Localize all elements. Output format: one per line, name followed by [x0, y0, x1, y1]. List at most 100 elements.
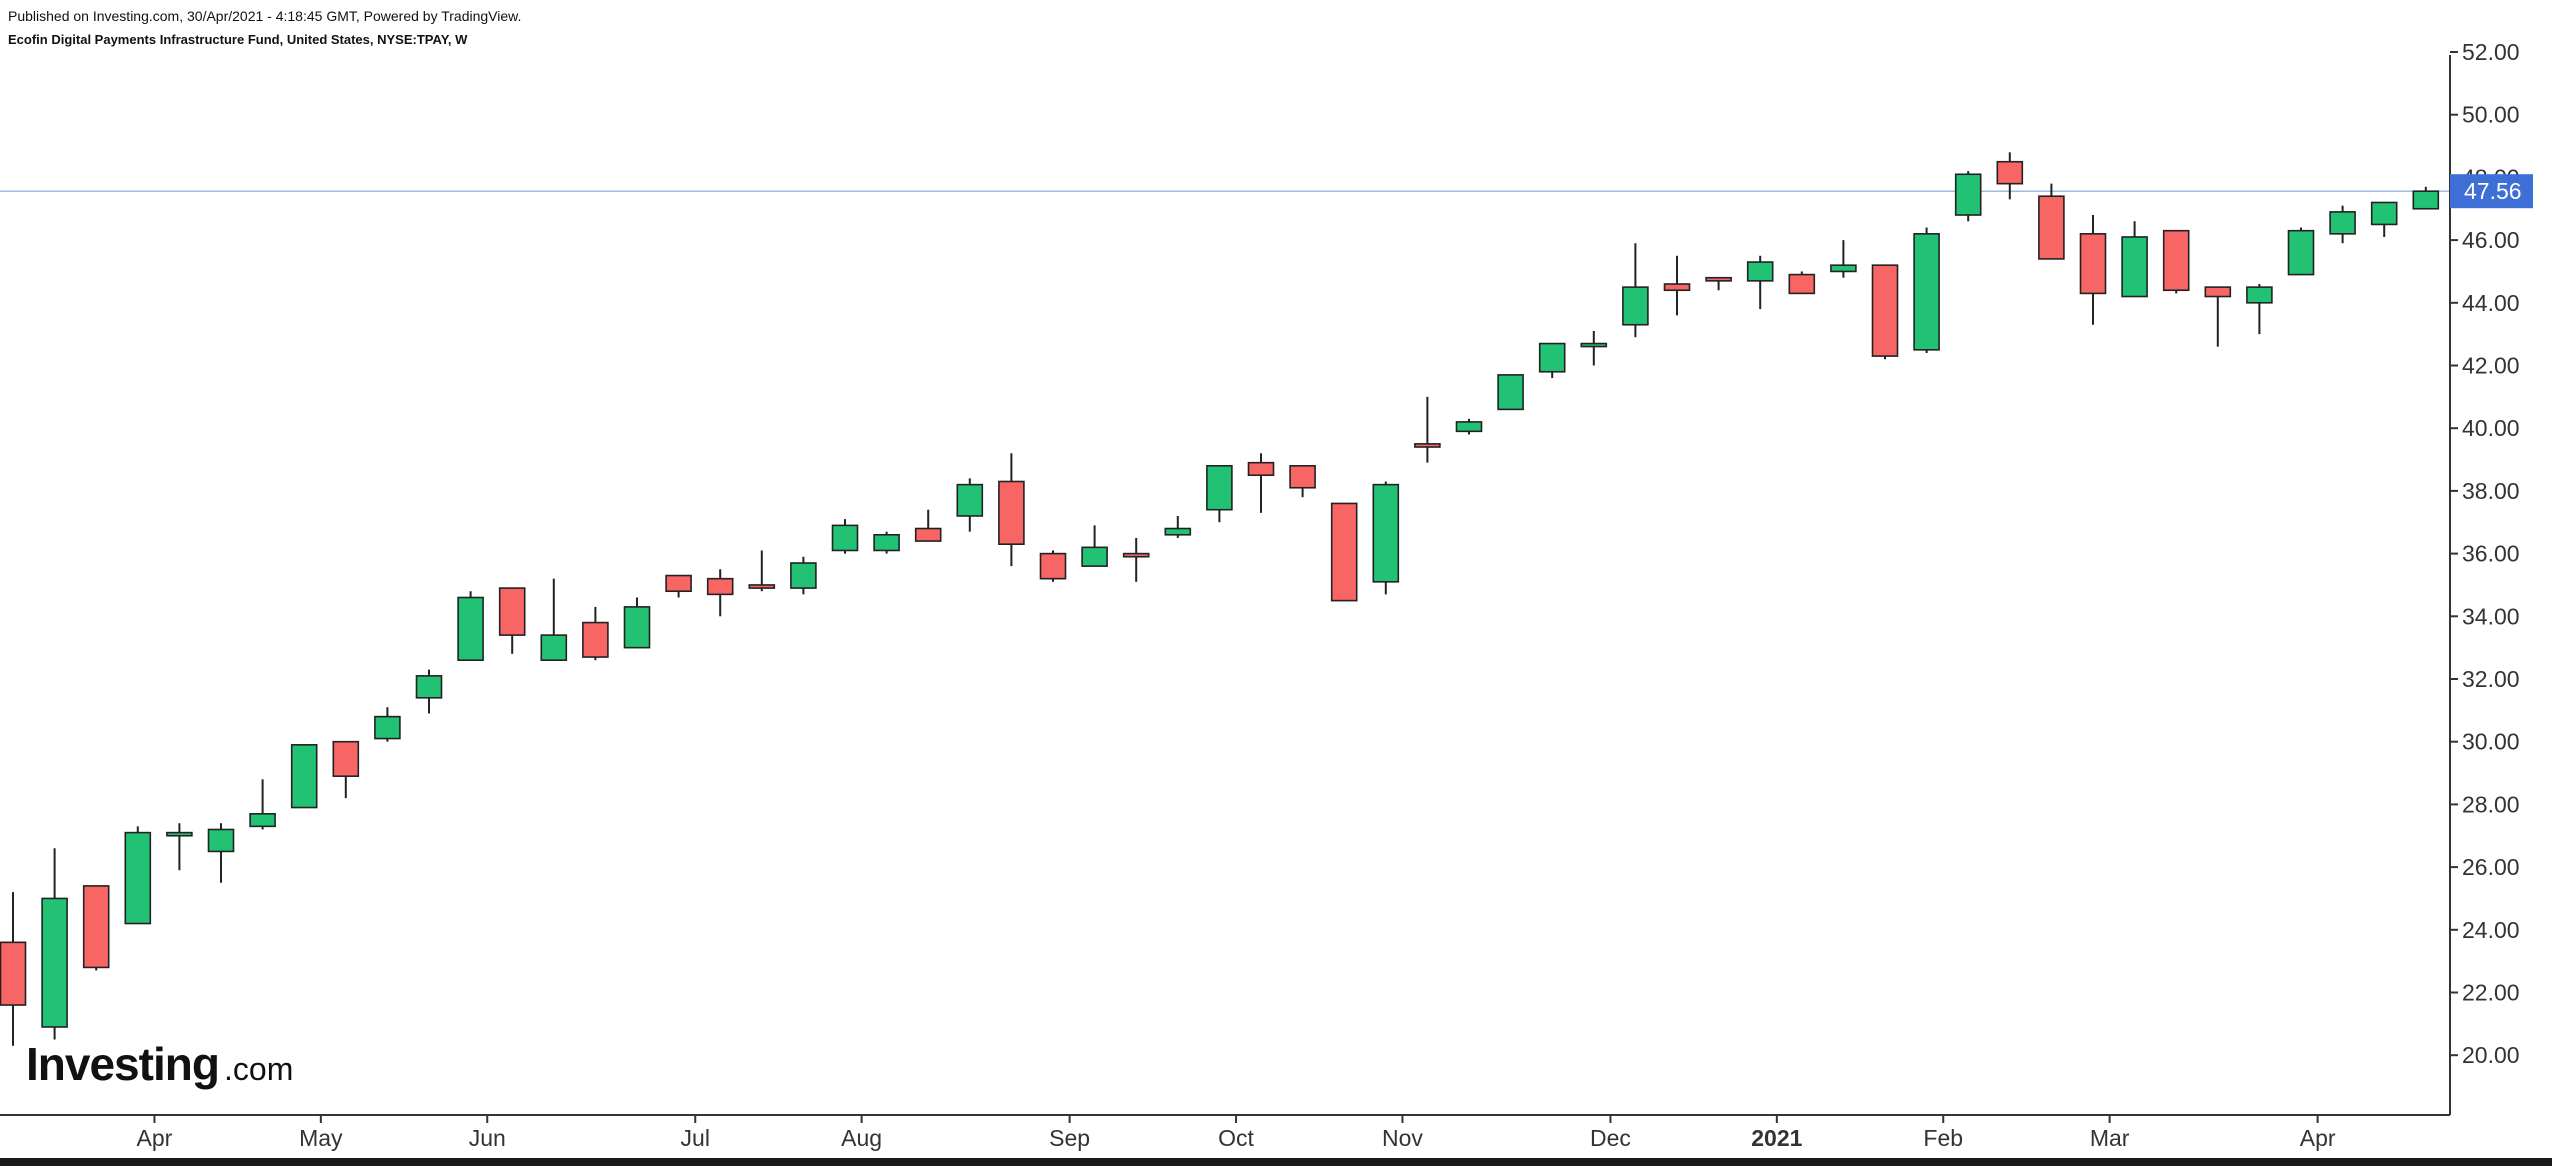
candle-body: [249, 813, 276, 828]
x-tick-label: Oct: [1218, 1125, 1254, 1151]
x-tick-label: Sep: [1049, 1125, 1090, 1151]
candle: [498, 587, 526, 654]
candle-body: [1871, 264, 1899, 357]
candle-body: [374, 715, 401, 740]
candle: [1164, 515, 1192, 538]
bottom-bar: [0, 1158, 2552, 1166]
candle: [2412, 186, 2440, 210]
candle: [2121, 221, 2148, 298]
candle: [1996, 152, 2024, 200]
candle: [1372, 481, 1400, 595]
y-tick-label: 44.00: [2462, 290, 2520, 316]
candle: [1455, 418, 1483, 435]
candle: [166, 823, 193, 871]
candle-body: [457, 596, 484, 661]
candle: [1538, 342, 1566, 379]
x-tick-label: 2021: [1751, 1125, 1802, 1151]
candle: [998, 453, 1025, 567]
x-tick-label: Aug: [841, 1125, 882, 1151]
x-tick-label: Nov: [1382, 1125, 1423, 1151]
candle-body: [1705, 276, 1732, 282]
candle-body: [1663, 283, 1691, 292]
candle: [2287, 227, 2315, 276]
candle-body: [1746, 261, 1774, 282]
candle: [1081, 525, 1108, 567]
candle-body: [1122, 552, 1150, 558]
y-tick-label: 36.00: [2462, 541, 2520, 567]
y-tick-label: 22.00: [2462, 980, 2520, 1006]
candle-body: [998, 480, 1025, 545]
candle: [956, 478, 984, 532]
candle-body: [2121, 236, 2148, 298]
candle-body: [1580, 342, 1608, 348]
candle-body: [166, 831, 193, 837]
candle-body: [956, 483, 984, 517]
x-tick-label: May: [299, 1125, 343, 1151]
candle-body: [623, 606, 651, 649]
candle-body: [1247, 461, 1275, 477]
candle: [665, 574, 692, 598]
candle: [1247, 453, 1275, 513]
candle: [1954, 171, 1982, 222]
candle-body: [2162, 229, 2190, 292]
logo-dotcom: .com: [224, 1051, 293, 1087]
candle-body: [1039, 552, 1067, 580]
y-tick-label: 50.00: [2462, 102, 2520, 128]
candle-body: [207, 828, 235, 853]
candle-body: [1289, 465, 1316, 489]
candle: [2329, 205, 2356, 244]
y-tick-label: 40.00: [2462, 415, 2520, 441]
candle-body: [1164, 527, 1192, 536]
candle-body: [748, 584, 776, 589]
candle: [2370, 201, 2398, 237]
candle: [1497, 374, 1524, 411]
candle: [374, 707, 401, 742]
candle: [2246, 283, 2273, 335]
candle: [1622, 243, 1649, 338]
candle-body: [914, 527, 942, 542]
candle: [914, 509, 942, 542]
candle-body: [498, 587, 526, 636]
candle: [540, 578, 568, 661]
candle-body: [2038, 195, 2065, 260]
candle: [582, 606, 609, 661]
y-tick-label: 34.00: [2462, 603, 2520, 629]
x-tick-label: Feb: [1923, 1125, 1963, 1151]
candle: [124, 826, 152, 925]
candle-body: [2204, 286, 2232, 298]
candle: [1788, 271, 1816, 295]
candle-body: [540, 634, 568, 661]
candle-body: [873, 533, 900, 552]
candle: [623, 597, 651, 649]
candle: [290, 744, 318, 809]
candle-body: [2246, 286, 2273, 304]
candle: [249, 779, 276, 830]
candle-body: [1954, 173, 1982, 216]
candle: [1330, 502, 1358, 602]
candle-body: [0, 941, 27, 1006]
candle-body: [1206, 465, 1233, 511]
candle-body: [2412, 190, 2440, 210]
y-tick-label: 24.00: [2462, 917, 2520, 943]
candle-body: [706, 577, 734, 596]
candle-body: [1830, 264, 1857, 273]
candle: [1705, 276, 1732, 291]
last-price-label-box: [2450, 174, 2533, 209]
candle-body: [1996, 160, 2024, 185]
candle: [1289, 465, 1316, 498]
candle-body: [2079, 233, 2107, 295]
candle-body: [290, 744, 318, 809]
candle-body: [2287, 229, 2315, 276]
candle-body: [41, 897, 68, 1028]
candle: [207, 823, 235, 883]
x-axis: Apr May Jun Jul Aug Sep Oct Nov Dec 2021 Feb Mar Apr: [137, 1115, 2336, 1151]
candle-body: [790, 562, 817, 589]
candle-body: [1788, 273, 1816, 295]
candle-body: [1330, 502, 1358, 602]
candle: [873, 531, 900, 554]
candle-body: [831, 524, 859, 552]
candle: [1830, 240, 1857, 278]
x-tick-label: Dec: [1590, 1125, 1631, 1151]
candle: [1039, 550, 1067, 582]
